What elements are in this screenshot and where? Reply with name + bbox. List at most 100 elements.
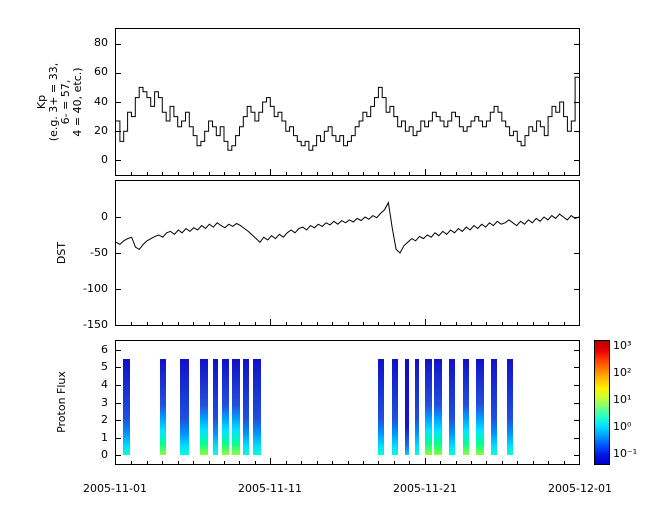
tick-mark [456, 172, 457, 175]
tick-mark [502, 172, 503, 175]
tick-mark [147, 172, 148, 175]
tick-mark [147, 322, 148, 325]
kp-line-plot [116, 76, 579, 151]
dst-axis-label: DST [55, 241, 68, 265]
proton-ytick-label: 0 [101, 448, 108, 461]
tick-mark [574, 420, 579, 421]
proton-flux-bar [212, 358, 218, 456]
dst-ytick-label: -50 [90, 246, 108, 259]
tick-mark [116, 420, 121, 421]
tick-mark [116, 131, 121, 132]
tick-mark [548, 172, 549, 175]
proton-flux-bar [180, 358, 189, 456]
dst-ytick-label: -100 [83, 282, 108, 295]
tick-mark [363, 322, 364, 325]
tick-mark [348, 322, 349, 325]
tick-mark [317, 322, 318, 325]
tick-mark [224, 322, 225, 325]
proton-flux-bar [506, 358, 514, 456]
tick-mark [116, 44, 121, 45]
tick-mark [317, 172, 318, 175]
tick-mark [394, 322, 395, 325]
tick-mark [270, 169, 271, 175]
tick-mark [332, 461, 333, 464]
tick-mark [574, 438, 579, 439]
proton-ytick-label: 5 [101, 360, 108, 373]
tick-mark [486, 461, 487, 464]
tick-mark [332, 172, 333, 175]
tick-mark [332, 322, 333, 325]
colorbar-tick-label: 10³ [613, 339, 632, 352]
tick-mark [574, 289, 579, 290]
tick-mark [378, 322, 379, 325]
kp-ytick-label: 60 [94, 65, 108, 78]
tick-mark [456, 461, 457, 464]
tick-mark [193, 172, 194, 175]
tick-mark [574, 73, 579, 74]
tick-mark [574, 455, 579, 456]
xtick-label: 2005-11-21 [393, 482, 457, 495]
dst-line-plot [116, 201, 579, 254]
tick-mark [363, 461, 364, 464]
tick-mark [270, 458, 271, 464]
kp-ytick-label: 40 [94, 95, 108, 108]
tick-mark [394, 461, 395, 464]
tick-mark [116, 455, 121, 456]
proton-flux-axis-label: Proton Flux [55, 371, 68, 433]
proton-ytick-label: 3 [101, 396, 108, 409]
tick-mark [533, 461, 534, 464]
tick-mark [286, 461, 287, 464]
proton-flux-bar [491, 358, 498, 456]
proton-flux-bar [231, 358, 241, 456]
tick-mark [486, 172, 487, 175]
tick-mark [533, 322, 534, 325]
dst-panel [115, 180, 580, 326]
tick-mark [564, 461, 565, 464]
tick-mark [517, 322, 518, 325]
tick-mark [471, 322, 472, 325]
tick-mark [193, 322, 194, 325]
tick-mark [564, 172, 565, 175]
tick-mark [574, 403, 579, 404]
tick-mark [574, 217, 579, 218]
proton-flux-bar [462, 358, 469, 456]
proton-flux-bar [122, 358, 130, 456]
colorbar-tick-label: 10⁻¹ [613, 447, 638, 460]
proton-flux-bar [391, 358, 398, 456]
tick-mark [255, 461, 256, 464]
tick-mark [533, 172, 534, 175]
proton-ytick-label: 6 [101, 343, 108, 356]
tick-mark [209, 461, 210, 464]
tick-mark [363, 172, 364, 175]
colorbar-tick-label: 10² [613, 366, 632, 379]
tick-mark [548, 461, 549, 464]
kp-ytick-label: 20 [94, 124, 108, 137]
tick-mark [116, 289, 121, 290]
data-line [116, 201, 579, 254]
xtick-label: 2005-11-11 [238, 482, 302, 495]
tick-mark [425, 319, 426, 325]
tick-mark [255, 322, 256, 325]
proton-flux-bar [252, 358, 262, 456]
tick-mark [209, 172, 210, 175]
tick-mark [224, 461, 225, 464]
tick-mark [270, 319, 271, 325]
tick-mark [348, 461, 349, 464]
proton-flux-bar [242, 358, 250, 456]
proton-flux-bar [414, 358, 420, 456]
tick-mark [502, 322, 503, 325]
kp-ytick-label: 80 [94, 36, 108, 49]
proton-flux-bar [221, 358, 230, 456]
dst-ytick-label: 0 [101, 210, 108, 223]
tick-mark [116, 160, 121, 161]
tick-mark [378, 461, 379, 464]
tick-mark [574, 102, 579, 103]
tick-mark [286, 322, 287, 325]
tick-mark [116, 73, 121, 74]
tick-mark [116, 217, 121, 218]
xtick-label: 2005-11-01 [83, 482, 147, 495]
tick-mark [574, 160, 579, 161]
tick-mark [548, 322, 549, 325]
proton-flux-bar [448, 358, 455, 456]
